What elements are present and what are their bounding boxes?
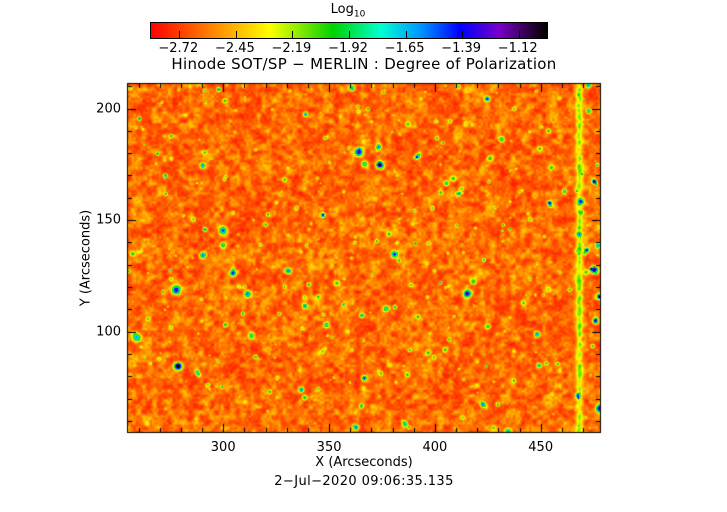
colorbar-tick-label: −2.19 bbox=[271, 41, 312, 56]
colorbar-title-sub: 10 bbox=[353, 9, 366, 20]
colorbar-tick bbox=[235, 31, 237, 38]
colorbar-title: Log10 bbox=[331, 2, 366, 20]
colorbar-tick-label: −1.12 bbox=[497, 41, 538, 56]
colorbar-tick bbox=[462, 31, 464, 38]
colorbar-tick-label: −2.72 bbox=[158, 41, 199, 56]
colorbar-labels-layer: −2.72 −2.45 −2.19 −1.92 −1.65 −1.39 −1.12 bbox=[150, 41, 546, 58]
colorbar-tick bbox=[179, 31, 181, 38]
x-tick-label: 400 bbox=[422, 440, 448, 455]
colorbar-tick bbox=[405, 31, 407, 38]
colorbar-tick bbox=[292, 31, 294, 38]
y-tick-label: 150 bbox=[96, 212, 121, 228]
colorbar-tick bbox=[518, 31, 520, 38]
x-tick-label: 300 bbox=[210, 440, 236, 455]
colorbar-title-main: Log bbox=[330, 2, 354, 17]
colorbar-tick-label: −1.39 bbox=[441, 41, 482, 56]
colorbar-tick-label: −1.65 bbox=[384, 41, 425, 56]
y-axis-label: Y (Arcseconds) bbox=[78, 209, 94, 307]
y-tick-label: 100 bbox=[96, 324, 121, 340]
y-tick-label: 200 bbox=[96, 101, 121, 116]
colorbar bbox=[150, 22, 548, 39]
colorbar-tick bbox=[349, 31, 350, 38]
colorbar-tick-label: −2.45 bbox=[214, 41, 255, 56]
x-axis-label: X (Arcseconds) bbox=[315, 455, 413, 470]
colorbar-tick-label: −1.92 bbox=[328, 41, 368, 56]
timestamp-caption: 2−Jul−2020 09:06:35.135 bbox=[274, 474, 454, 489]
plot-title: Hinode SOT/SP − MERLIN : Degree of Polar… bbox=[171, 55, 557, 73]
x-tick-label: 450 bbox=[528, 440, 554, 455]
x-tick-label: 350 bbox=[316, 440, 342, 455]
